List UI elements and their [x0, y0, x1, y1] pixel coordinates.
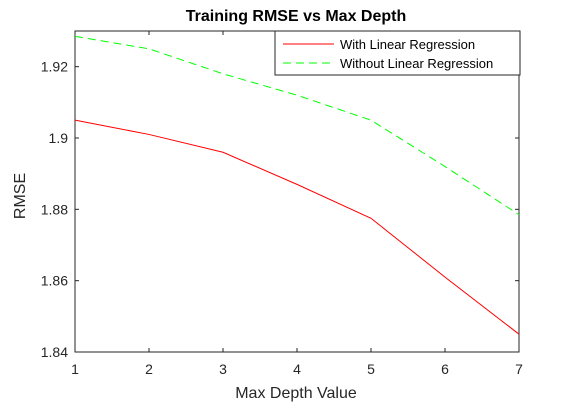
legend-item-with-linear-regression: With Linear Regression — [283, 37, 475, 52]
x-tick-label: 4 — [293, 361, 301, 377]
legend-box — [274, 30, 521, 76]
x-tick-label: 6 — [441, 361, 449, 377]
legend-label-without-linear-regression: Without Linear Regression — [340, 56, 493, 71]
y-tick-label: 1.88 — [41, 201, 68, 217]
y-axis-ticks: 1.84 1.86 1.88 1.9 1.92 — [41, 59, 519, 360]
plot-area — [74, 30, 520, 353]
axes-box — [74, 30, 520, 353]
legend-item-without-linear-regression: Without Linear Regression — [283, 56, 493, 71]
x-axis-label: Max Depth Value — [235, 385, 357, 402]
x-tick-label: 3 — [219, 361, 227, 377]
x-tick-label: 7 — [515, 361, 523, 377]
series-line-with-linear-regression — [74, 119, 520, 335]
series-lines — [74, 35, 520, 335]
legend: With Linear Regression Without Linear Re… — [274, 30, 521, 76]
y-tick-label: 1.84 — [41, 344, 68, 360]
y-tick-label: 1.86 — [41, 273, 68, 289]
y-tick-label: 1.9 — [49, 130, 69, 146]
legend-label-with-linear-regression: With Linear Regression — [340, 37, 475, 52]
x-tick-label: 5 — [367, 361, 375, 377]
x-tick-label: 1 — [71, 361, 79, 377]
y-tick-label: 1.92 — [41, 59, 68, 75]
x-tick-label: 2 — [145, 361, 153, 377]
chart-title: Training RMSE vs Max Depth — [186, 8, 406, 25]
y-axis-label: RMSE — [12, 173, 29, 219]
series-line-without-linear-regression — [74, 35, 520, 216]
